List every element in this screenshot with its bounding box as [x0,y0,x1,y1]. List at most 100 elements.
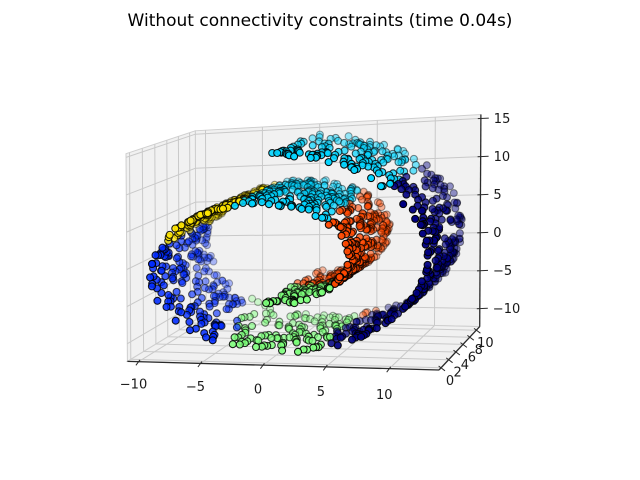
grid-line [130,358,442,369]
x-axis-line [127,360,440,371]
data-point [301,314,310,323]
z-tick-label: 0 [493,226,501,241]
data-point [232,323,241,332]
data-point [455,229,464,238]
data-point [232,297,241,306]
data-point [202,233,211,242]
data-point [355,221,364,231]
data-point [157,266,166,275]
data-point [204,267,213,276]
grid-line [154,144,157,345]
grid-line [126,201,196,233]
data-point [171,316,180,325]
y-tick-label: 4 [461,358,469,373]
data-point [201,264,210,273]
data-point [291,311,300,320]
data-point [397,185,406,194]
data-point [172,287,181,296]
data-point [203,226,212,236]
data-point [313,313,322,322]
y-tick [467,334,475,341]
data-point [273,148,282,158]
data-point [309,177,319,186]
data-point [220,292,229,301]
data-point [210,271,219,280]
data-point [195,246,204,255]
data-point [205,253,214,262]
data-point [233,299,242,309]
grid-line [262,322,320,366]
x-tick [135,359,141,366]
data-point [231,293,240,303]
data-point [218,276,227,285]
data-point [307,176,316,185]
data-point [194,250,203,259]
data-point [348,182,357,192]
data-point [191,247,200,256]
data-point [213,278,222,287]
data-point [326,313,335,322]
data-point [293,347,303,356]
data-point [445,182,455,191]
data-point [235,340,244,349]
data-point [230,201,239,210]
data-point [357,332,366,341]
data-point [193,248,202,257]
data-point [151,251,160,260]
data-point [417,164,427,173]
data-point [408,205,417,214]
data-point [341,239,350,248]
data-point [301,310,310,319]
data-point [409,166,418,175]
data-point [422,161,431,170]
data-point [171,224,180,233]
data-point [451,204,460,213]
data-point [322,202,331,211]
data-point [291,311,300,320]
y-tick [438,365,446,372]
data-point [423,169,432,178]
data-point [357,195,367,204]
data-point [313,267,322,277]
data-point [278,346,287,355]
data-point [416,220,425,229]
data-point [336,223,345,232]
data-point [352,185,361,194]
data-point [396,166,405,175]
data-point [287,202,296,211]
data-point [446,216,455,225]
data-point [394,158,403,167]
data-point [348,183,357,192]
data-point [376,182,386,191]
data-point [377,228,386,237]
data-point [208,336,217,345]
data-point [205,302,214,311]
data-point [382,218,391,228]
x-tick-label: 0 [254,383,262,398]
data-point [218,292,227,301]
data-point [220,290,229,299]
data-point [367,174,376,183]
data-point [319,311,329,320]
data-point [428,204,437,214]
data-point [264,200,274,209]
data-point [159,281,168,290]
data-point [433,263,442,272]
data-point [146,273,155,282]
grid-line [126,167,196,196]
data-point [428,196,437,205]
data-point [324,158,333,167]
data-point [351,149,360,158]
data-point [204,223,213,232]
data-point [262,298,271,308]
data-point [209,257,218,266]
data-point [364,190,373,199]
data-point [269,311,278,320]
data-point [194,248,203,258]
data-point [187,252,196,261]
data-point [161,272,170,281]
grid-line [195,302,480,309]
data-point [247,321,257,331]
data-point [325,332,335,341]
data-point [297,204,306,213]
